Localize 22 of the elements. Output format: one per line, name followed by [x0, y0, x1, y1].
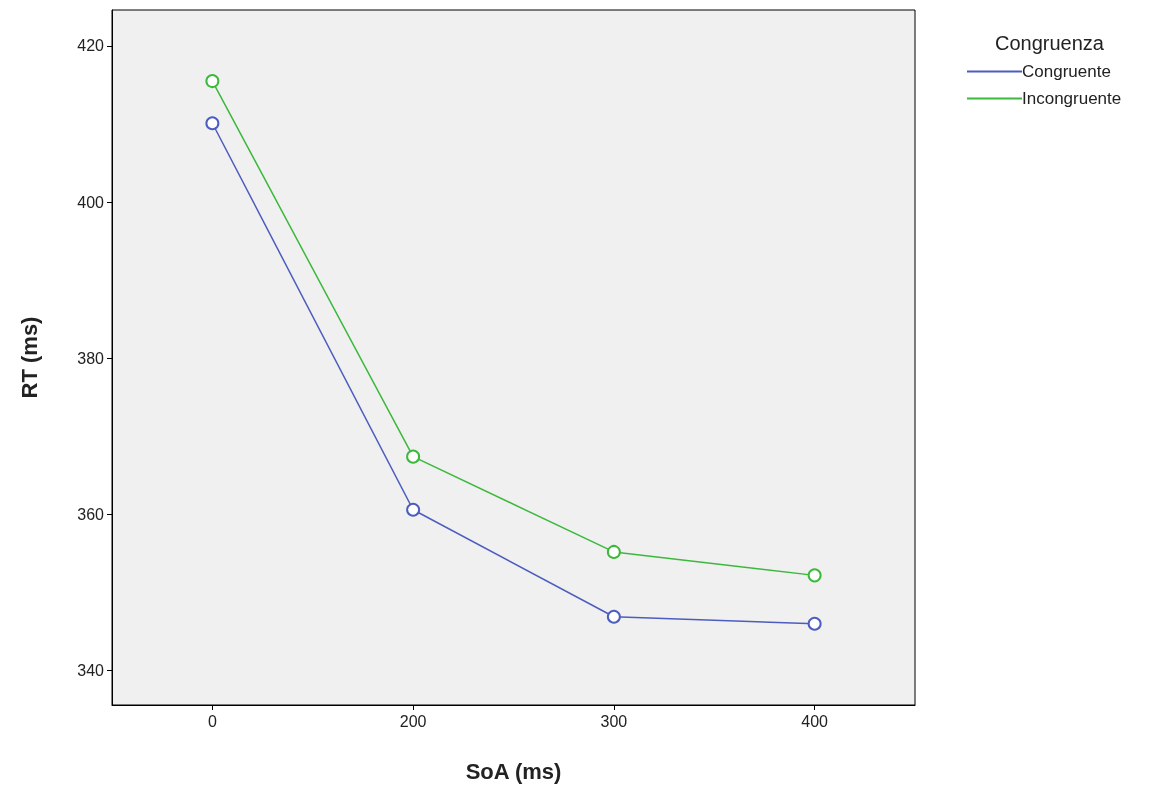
- point: [606, 609, 621, 624]
- y-tick-label: 360: [77, 505, 105, 523]
- legend-label: Congruente: [1022, 62, 1111, 81]
- point: [807, 616, 822, 631]
- point: [205, 116, 220, 131]
- y-tick-label: 340: [77, 662, 105, 680]
- x-tick-label: 0: [207, 712, 217, 730]
- point: [807, 568, 822, 583]
- point: [406, 502, 421, 517]
- point: [406, 449, 421, 464]
- point: [205, 74, 220, 89]
- point: [606, 544, 621, 559]
- x-tick-label: 200: [399, 712, 427, 730]
- legend-label: Incongruente: [1022, 89, 1122, 108]
- y-tick-label: 400: [77, 193, 105, 211]
- legend-title: Congruenza: [995, 32, 1105, 54]
- y-tick-label: 420: [77, 37, 105, 55]
- y-axis-title: RT (ms): [16, 316, 42, 399]
- x-tick-label: 400: [801, 712, 829, 730]
- x-tick-label: 300: [600, 712, 628, 730]
- y-tick-label: 380: [77, 349, 105, 367]
- x-axis-title: SoA (ms): [465, 758, 562, 784]
